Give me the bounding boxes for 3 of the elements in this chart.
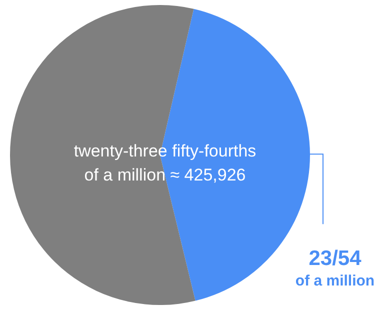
text: of a million ≈ 425,926 <box>84 166 246 185</box>
text: of a million <box>295 272 375 290</box>
slice-label: 23/54 <box>308 246 362 270</box>
